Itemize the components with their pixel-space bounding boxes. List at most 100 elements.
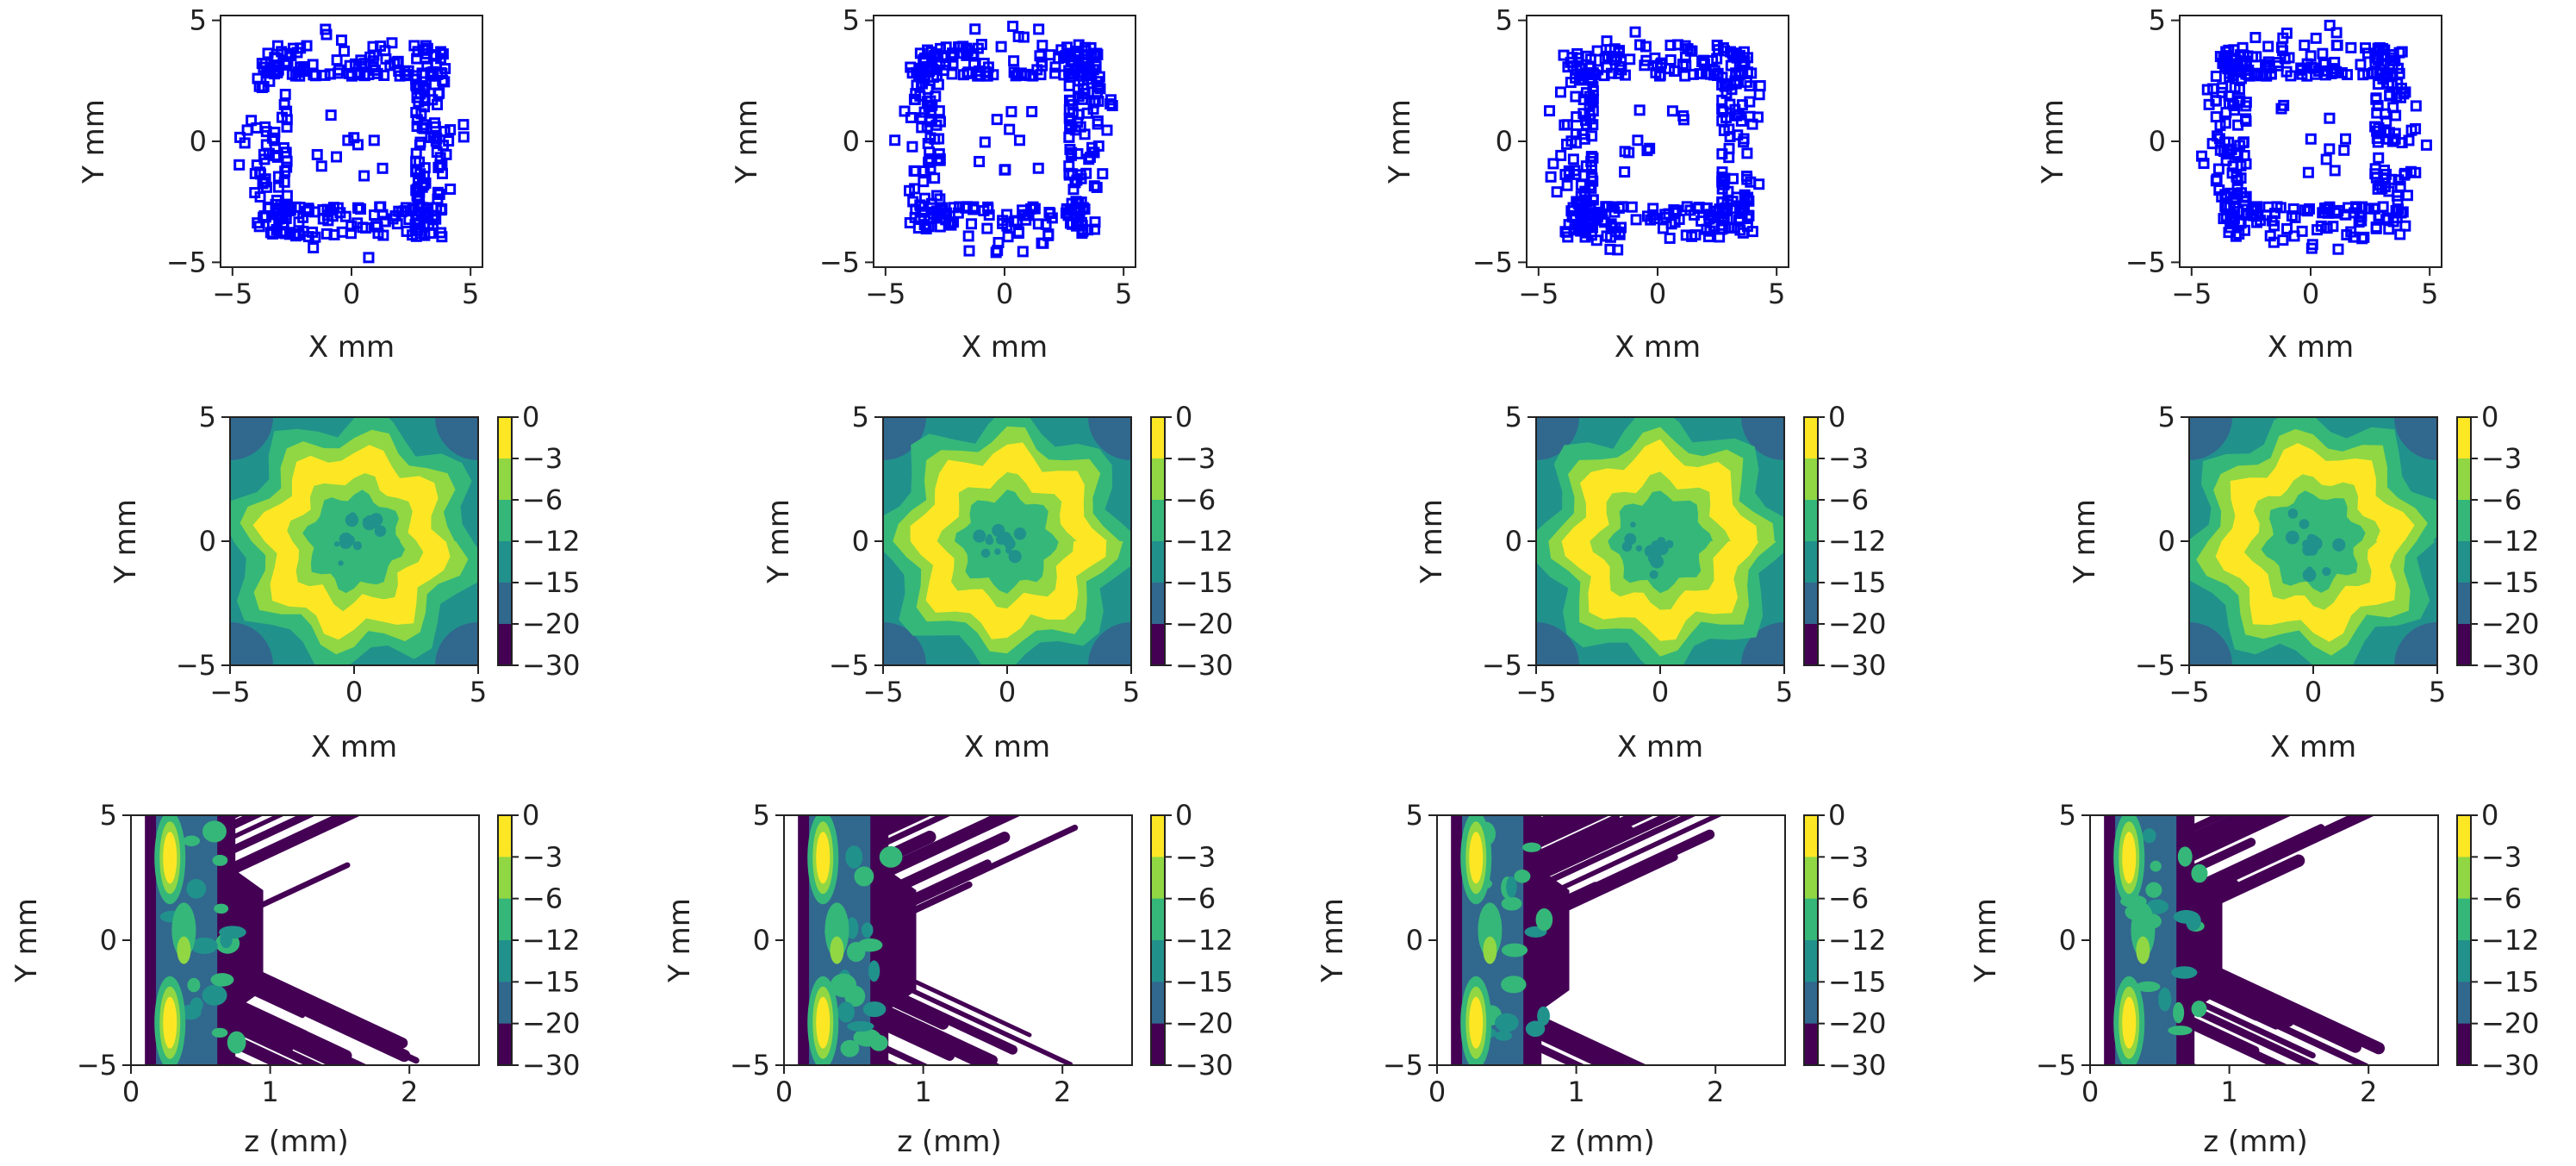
scatter-point [1738, 136, 1750, 148]
colorbar-tick-label: −30 [1175, 1049, 1234, 1082]
x-tick-label: 5 [462, 277, 479, 310]
field-band [1741, 622, 1784, 665]
scatter-point [1060, 207, 1072, 219]
scatter-point [1584, 62, 1596, 74]
colorbar-tick-label: −20 [2481, 1007, 2540, 1040]
scatter-point [324, 68, 336, 80]
scatter-point [1722, 185, 1734, 197]
scatter-point [1092, 87, 1104, 99]
scatter-point [1753, 178, 1765, 190]
scatter-point [1002, 231, 1014, 243]
scatter-point [335, 34, 347, 47]
scatter-point [246, 115, 258, 127]
scatter-point [2372, 136, 2384, 148]
scatter-point [1554, 86, 1566, 98]
colorbar-band [2457, 940, 2471, 982]
scatter-point [440, 148, 452, 160]
scatter-point [1614, 45, 1626, 57]
scatter-point [911, 66, 923, 78]
scatter-point [1089, 216, 1101, 228]
scatter-point [2223, 136, 2235, 148]
scatter-point [1561, 119, 1573, 131]
scatter-point [2234, 49, 2246, 61]
scatter-point [257, 178, 269, 190]
colorbar-band [1804, 500, 1818, 542]
scatter-point [917, 65, 929, 78]
scatter-point [2274, 202, 2287, 214]
scatter-point [272, 64, 284, 76]
scatter-point [416, 181, 428, 193]
scatter-point [432, 193, 444, 205]
colorbar-band [1151, 500, 1165, 542]
scatter-point [1059, 52, 1071, 64]
scatter-point [2285, 70, 2297, 82]
scatter-point [2382, 133, 2394, 145]
x-axis-label: X mm [2270, 730, 2356, 764]
colorbar-band [1151, 624, 1165, 666]
scatter-point [1004, 123, 1016, 135]
scatter-point [2217, 58, 2229, 70]
colorbar-band [1151, 417, 1165, 459]
scatter-point [2305, 50, 2317, 62]
scatter-point [291, 47, 303, 59]
field-band [2135, 981, 2161, 993]
x-tick-label: 5 [470, 676, 487, 708]
zy-field-image [798, 815, 1079, 1065]
scatter-point [2207, 83, 2219, 95]
scatter-point [924, 115, 936, 128]
scatter-point [342, 134, 354, 147]
scatter-point [2340, 133, 2352, 145]
field-band [1516, 815, 1610, 856]
x-tick-label: 5 [1768, 277, 1785, 310]
scatter-point [2251, 201, 2263, 213]
scatter-point [2240, 113, 2252, 125]
scatter-point [2262, 41, 2274, 53]
scatter-point [2305, 242, 2318, 254]
scatter-point [2410, 100, 2422, 112]
scatter-point [975, 39, 987, 51]
colorbar-tick-label: −6 [522, 483, 563, 516]
scatter-point [358, 70, 370, 82]
scatter-point [1703, 209, 1715, 221]
scatter-point [999, 164, 1011, 176]
field-band [2173, 1001, 2185, 1024]
scatter-point [1754, 80, 1766, 92]
scatter-point [1640, 41, 1652, 53]
scatter-point [1587, 194, 1599, 206]
scatter-point [2277, 32, 2289, 44]
scatter-point [2373, 152, 2385, 164]
field-band [2191, 1001, 2207, 1018]
scatter-point [1712, 67, 1724, 79]
scatter-point [1725, 59, 1737, 72]
scatter-point [425, 131, 437, 143]
scatter-point [272, 181, 284, 193]
scatter-point [2198, 158, 2210, 170]
field-band [339, 533, 353, 546]
scatter-point [2302, 166, 2314, 178]
scatter-point [991, 114, 1003, 126]
scatter-point [380, 53, 392, 65]
scatter-point [2396, 137, 2408, 149]
scatter-point [2243, 70, 2256, 82]
scatter-point [2324, 19, 2336, 31]
scatter-point [1720, 111, 1733, 123]
scatter-point [2210, 70, 2222, 82]
scatter-point [1664, 39, 1677, 51]
colorbar-tick-label: −3 [2481, 840, 2522, 873]
colorbar-band [1151, 1023, 1165, 1066]
colorbar-tick-label: −12 [1828, 924, 1887, 957]
scatter-point [436, 67, 448, 79]
xy-field-image [230, 417, 478, 665]
y-tick-label: 0 [190, 125, 207, 158]
colorbar-band [1804, 898, 1818, 941]
scatter-point [2325, 67, 2337, 79]
scatter-point [2240, 97, 2252, 109]
scatter-point [435, 227, 447, 239]
scatter-point [299, 60, 311, 72]
x-tick-label: 5 [1776, 676, 1793, 708]
scatter-point [2393, 47, 2405, 59]
scatter-point [368, 134, 380, 147]
colorbar-tick-label: 0 [2481, 799, 2498, 832]
colorbar: 0 −3 −6 −12 −15 −20 −30 [1150, 401, 1234, 682]
x-axis-label: X mm [961, 330, 1048, 365]
